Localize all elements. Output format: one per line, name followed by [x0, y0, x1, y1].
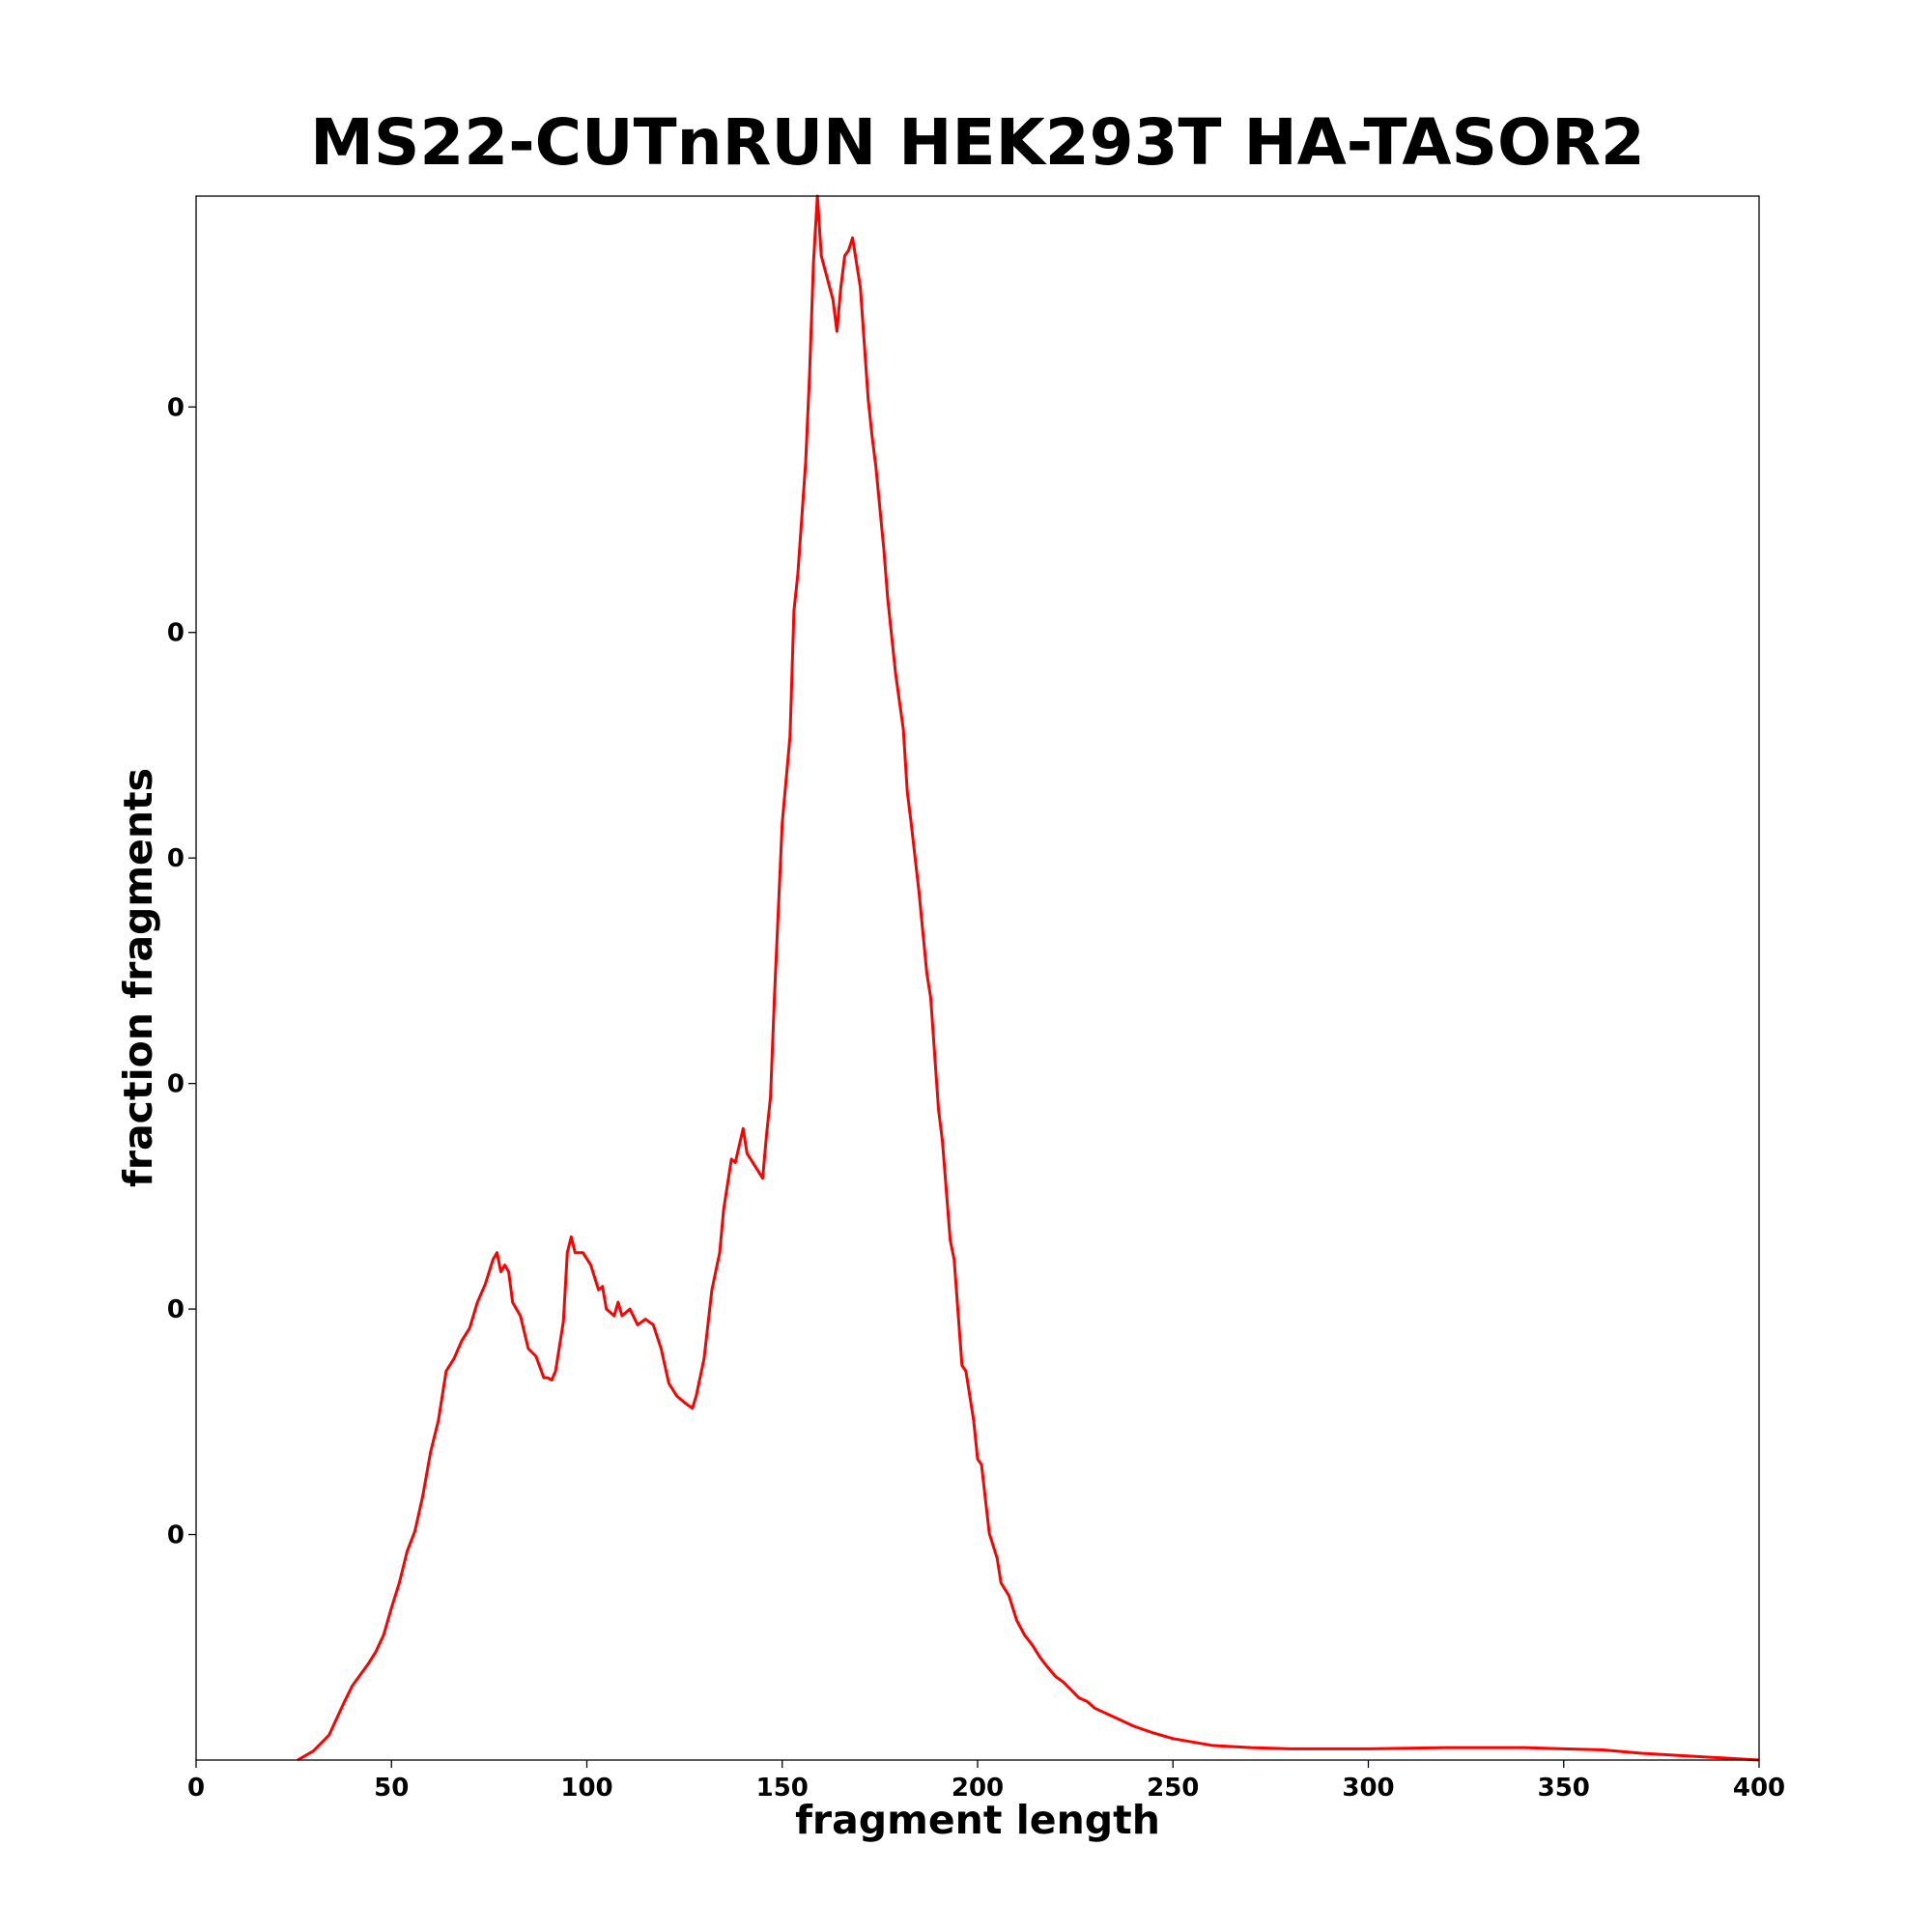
y-tick-label: 0 — [167, 844, 185, 873]
y-tick-label: 0 — [167, 1521, 185, 1550]
x-tick-label: 400 — [1733, 1774, 1785, 1803]
plot-frame — [195, 195, 1760, 1761]
y-tick-label: 0 — [167, 619, 185, 648]
x-tick-label: 0 — [187, 1774, 205, 1803]
y-tick-label: 0 — [167, 393, 185, 422]
x-tick-label: 50 — [374, 1774, 409, 1803]
y-tick-label: 0 — [167, 1295, 185, 1324]
x-tick-label: 250 — [1147, 1774, 1199, 1803]
x-tick-label: 300 — [1342, 1774, 1394, 1803]
x-tick-label: 350 — [1538, 1774, 1590, 1803]
x-tick-label: 150 — [756, 1774, 809, 1803]
x-tick-label: 100 — [560, 1774, 612, 1803]
x-axis-label: fragment length — [795, 1797, 1160, 1843]
chart-title: MS22-CUTnRUN HEK293T HA-TASOR2 — [310, 105, 1645, 180]
x-tick-label: 200 — [952, 1774, 1004, 1803]
data-line — [297, 194, 1760, 1762]
y-tick-label: 0 — [167, 1070, 185, 1099]
y-axis-label: fraction fragments — [115, 768, 161, 1187]
